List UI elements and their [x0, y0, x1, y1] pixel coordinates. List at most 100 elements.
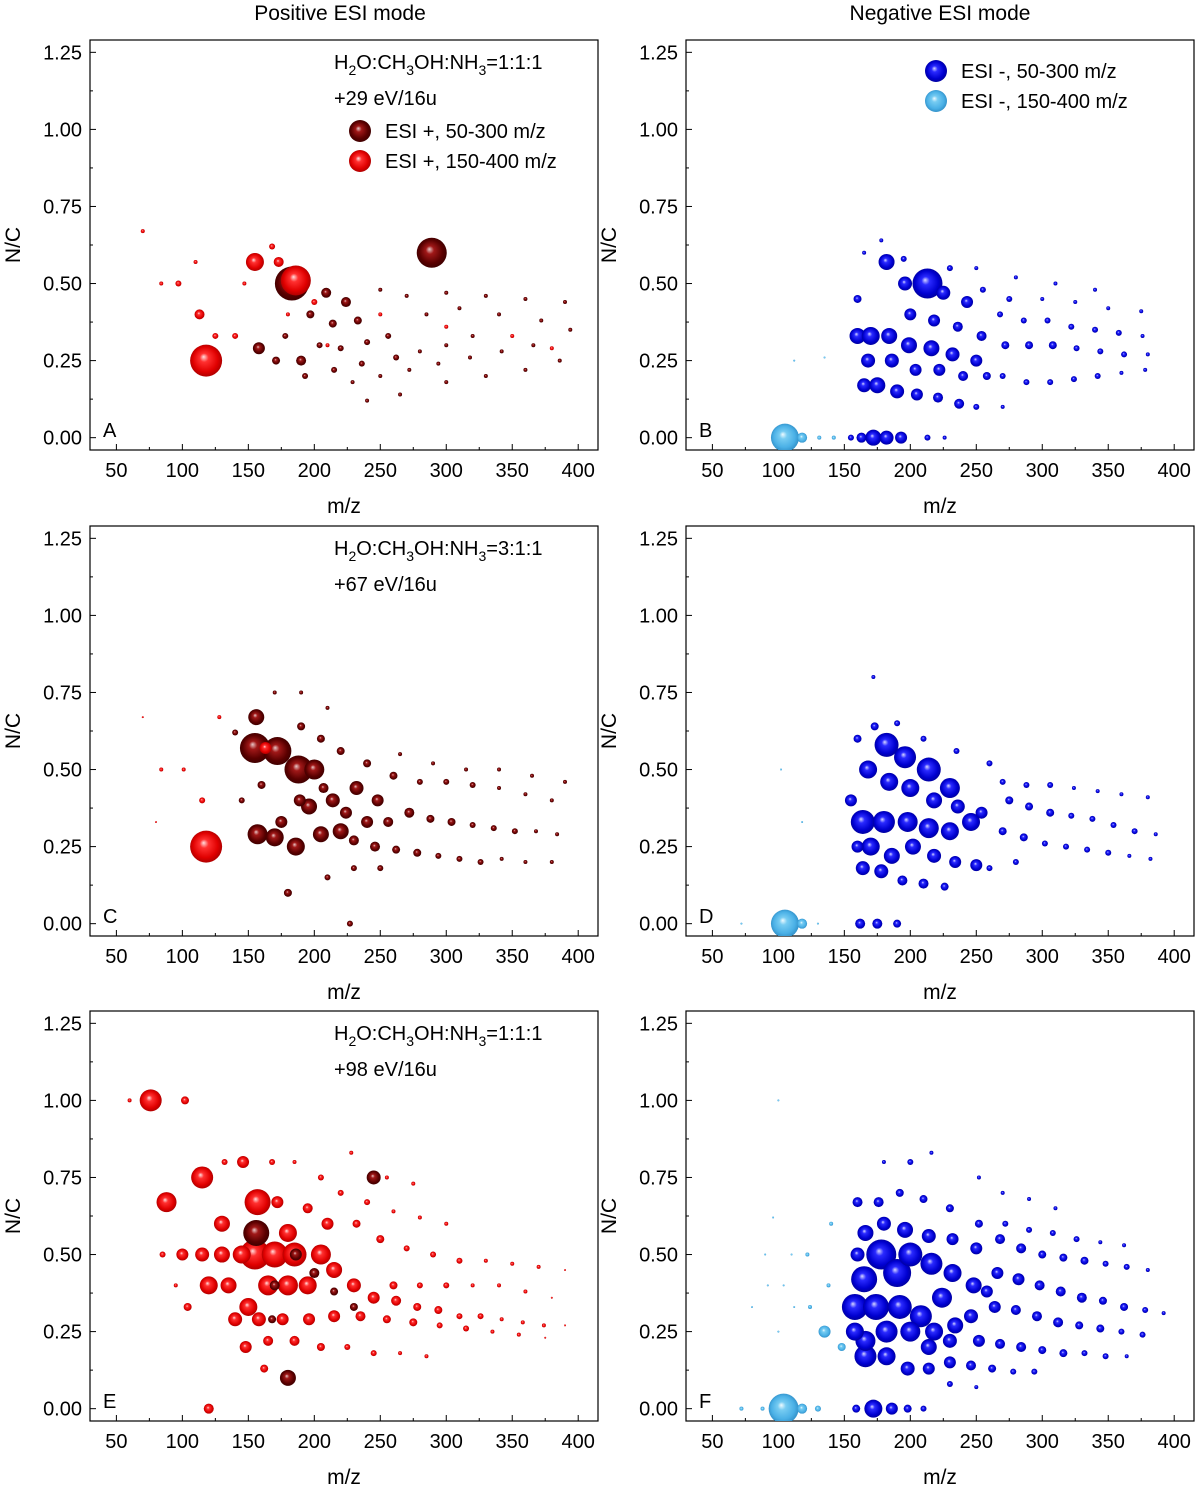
data-point	[988, 1364, 997, 1373]
data-point	[861, 353, 876, 368]
data-point	[285, 312, 290, 317]
data-point	[523, 860, 528, 865]
formula-part: 3	[406, 548, 414, 564]
data-point	[982, 372, 991, 381]
data-point	[933, 392, 944, 403]
data-point	[900, 1361, 915, 1376]
data-point	[1044, 317, 1051, 324]
data-point	[880, 772, 899, 791]
data-point	[1076, 1292, 1087, 1303]
data-point	[499, 856, 504, 861]
data-point	[563, 779, 568, 784]
data-point	[385, 332, 392, 339]
data-point	[483, 293, 488, 298]
data-point	[894, 720, 901, 727]
data-point	[330, 1287, 339, 1296]
data-point	[903, 1404, 912, 1413]
x-tick-label: 300	[1026, 1431, 1059, 1453]
data-point	[279, 1369, 296, 1386]
dose-annotation: +29 eV/16u	[334, 88, 437, 110]
data-point	[199, 797, 206, 804]
data-point	[943, 1264, 962, 1283]
formula-part: 2	[348, 1033, 356, 1049]
formula-part: =1:1:1	[486, 1023, 542, 1045]
data-point	[1053, 1206, 1058, 1211]
data-point	[920, 1252, 943, 1275]
data-point	[929, 1150, 934, 1155]
data-point	[337, 1189, 344, 1196]
data-point	[852, 1197, 863, 1208]
data-point	[309, 1268, 320, 1279]
data-point	[883, 847, 900, 864]
data-point	[945, 347, 960, 362]
data-point	[881, 1160, 886, 1165]
panel-B: 50 100 150 200 250 300 350 400 0.00 0.25 0.50 0.75 1…	[598, 39, 1195, 518]
data-point	[793, 359, 796, 362]
panel-E: 50 100 150 200 250 300 350 400 0.00 0.25 0.50 0.75 1…	[2, 1010, 599, 1489]
x-tick-label: 150	[828, 1431, 861, 1453]
y-tick-label: 0.00	[639, 914, 678, 936]
data-point	[1070, 376, 1077, 383]
data-point	[346, 920, 353, 927]
data-point	[310, 1244, 331, 1265]
data-point	[750, 1305, 753, 1308]
x-axis-title: m/z	[327, 1466, 361, 1489]
data-point	[772, 1216, 775, 1219]
data-point	[239, 1341, 252, 1354]
data-point	[531, 343, 536, 348]
plot-frame	[685, 1010, 1195, 1422]
y-tick-label: 1.25	[43, 42, 82, 64]
legend-label: ESI +, 150-400 m/z	[385, 151, 557, 173]
data-point	[490, 1329, 495, 1334]
data-point	[942, 435, 947, 440]
data-point	[269, 1159, 276, 1166]
data-point	[1053, 1317, 1064, 1328]
data-point	[523, 367, 528, 372]
data-point	[1068, 812, 1075, 819]
x-tick-label: 350	[1092, 946, 1125, 968]
x-tick-label: 250	[364, 460, 397, 482]
data-point	[289, 1248, 302, 1261]
data-point	[847, 434, 854, 441]
data-point	[497, 1283, 502, 1288]
data-point	[363, 759, 372, 768]
formula-part: 2	[348, 62, 356, 78]
data-point	[247, 824, 268, 845]
data-point	[358, 360, 365, 367]
x-tick-label: 100	[762, 946, 795, 968]
data-point	[331, 366, 338, 373]
data-point	[156, 1192, 177, 1213]
formula-part: O:CH	[356, 538, 406, 560]
data-point	[1010, 1305, 1021, 1316]
data-point	[780, 768, 783, 771]
data-point	[316, 1343, 325, 1352]
data-point	[181, 767, 186, 772]
data-point	[884, 353, 899, 368]
data-point	[237, 1156, 250, 1169]
data-point	[954, 398, 965, 409]
data-point	[797, 432, 808, 443]
data-point	[321, 1217, 334, 1230]
x-tick-label: 350	[1092, 460, 1125, 482]
formula-part: 3	[479, 1033, 487, 1049]
data-point	[1093, 287, 1098, 292]
data-point	[378, 374, 383, 379]
data-point	[389, 771, 398, 780]
data-point	[544, 1336, 547, 1339]
data-point	[1145, 352, 1150, 357]
data-point	[1071, 786, 1076, 791]
points-group	[739, 1099, 1166, 1421]
data-point	[1084, 846, 1091, 853]
data-point	[232, 729, 239, 736]
data-point	[248, 709, 265, 726]
data-point	[1119, 370, 1124, 375]
data-point	[555, 832, 560, 837]
data-point	[413, 1302, 422, 1311]
data-point	[942, 1333, 957, 1348]
composition-annotation: H2O:CH3OH:NH3=3:1:1	[334, 538, 542, 564]
data-point	[470, 1283, 475, 1288]
y-axis-title: N/C	[598, 1198, 621, 1234]
data-point	[417, 349, 422, 354]
data-point	[1161, 1311, 1166, 1316]
x-tick-label: 300	[1026, 946, 1059, 968]
